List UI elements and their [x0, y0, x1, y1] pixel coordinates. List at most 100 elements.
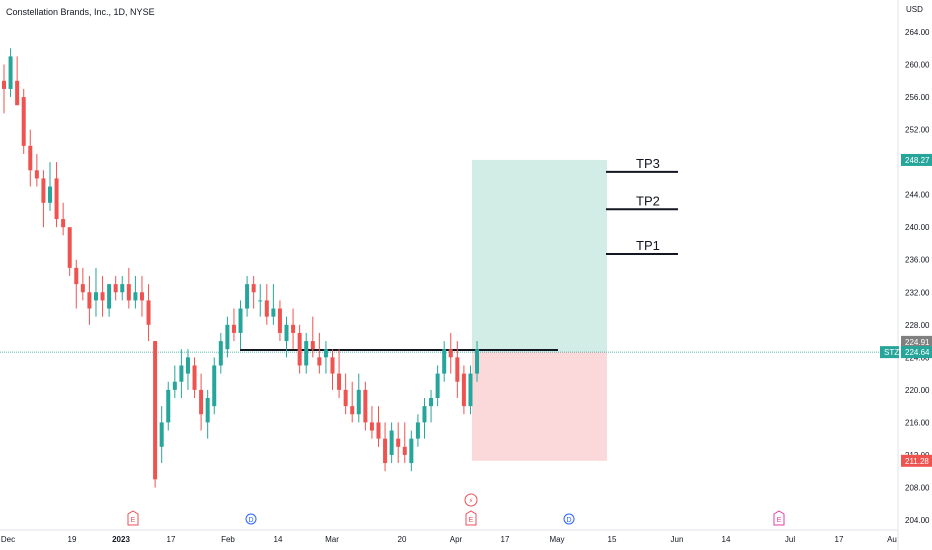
candle-body — [310, 341, 315, 350]
dividend-event-marker: D — [245, 513, 257, 525]
candle-body — [396, 438, 401, 447]
price-tick-label: 264.00 — [905, 28, 930, 37]
candle — [363, 381, 368, 431]
candle-body — [28, 145, 33, 171]
candle-body — [356, 389, 361, 415]
candle — [238, 300, 243, 350]
time-tick-label: Au — [887, 535, 897, 544]
candle — [442, 341, 447, 382]
candle-body — [87, 292, 92, 309]
candle — [100, 276, 105, 317]
dividend-label: D — [248, 517, 253, 524]
candle — [21, 88, 26, 154]
candle-body — [330, 357, 335, 374]
earnings-icon — [127, 510, 139, 526]
candle-body — [284, 324, 289, 342]
time-tick-label: Jun — [671, 535, 684, 544]
time-tick-label: 17 — [835, 535, 844, 544]
candle — [396, 422, 401, 464]
price-tick-label: 256.00 — [905, 93, 930, 102]
stop-zone — [472, 352, 607, 461]
candle-body — [133, 292, 138, 301]
candle-body — [304, 341, 309, 366]
candle — [212, 357, 217, 415]
candle — [323, 341, 328, 374]
earnings-icon — [773, 510, 785, 526]
candle — [435, 365, 440, 407]
candle — [461, 365, 466, 415]
time-tick-label: Mar — [325, 535, 339, 544]
candle-body — [323, 349, 328, 358]
candle-body — [218, 341, 223, 366]
candle-body — [199, 389, 204, 415]
candle — [185, 349, 190, 390]
ticker-tag-bg — [880, 346, 899, 359]
ticker-tag: STZ — [884, 348, 899, 357]
candle-body — [389, 430, 394, 455]
candle-body — [455, 357, 460, 382]
candle-body — [185, 357, 190, 374]
time-tick-label: 17 — [501, 535, 510, 544]
candle — [225, 316, 230, 358]
tp-price-tag-bg — [901, 153, 932, 166]
current-price-tag-bg — [901, 346, 932, 359]
candle-body — [297, 332, 302, 366]
candle — [179, 349, 184, 398]
stop-price-tag-bg — [901, 454, 932, 467]
candle-body — [402, 446, 407, 455]
price-tags: 248.27 211.28 224.91 STZ 224.64 — [880, 153, 932, 467]
candle-body — [337, 373, 342, 390]
earnings-label: E — [469, 517, 474, 524]
candle-body — [264, 300, 269, 317]
candle-body — [369, 422, 374, 431]
candle — [192, 357, 197, 398]
candle-body — [448, 349, 453, 358]
candle — [251, 276, 256, 309]
candle — [205, 389, 210, 439]
gray-price-tag: 224.91 — [905, 338, 930, 347]
candle — [2, 64, 6, 114]
event-markers: E D D E ⚡ E — [127, 493, 785, 526]
candle-body — [34, 170, 39, 179]
split-event-marker: ⚡ — [464, 493, 478, 507]
candle — [172, 365, 177, 398]
dividend-icon — [245, 513, 257, 525]
candle — [54, 162, 59, 228]
candle — [277, 300, 282, 342]
price-tick-label: 220.00 — [905, 386, 930, 395]
tp3-label: TP3 — [636, 156, 660, 171]
candle — [350, 381, 355, 423]
candle-body — [21, 97, 26, 146]
candle-body — [415, 422, 420, 439]
candle-body — [376, 422, 381, 439]
candle — [218, 332, 223, 374]
candle — [199, 373, 204, 431]
candle-body — [192, 365, 197, 390]
candle-body — [271, 308, 276, 317]
candle-body — [41, 178, 46, 203]
candle-body — [225, 324, 230, 350]
candlesticks — [2, 48, 480, 488]
candle-body — [126, 284, 131, 301]
price-tick-label: 204.00 — [905, 516, 930, 525]
candle — [264, 284, 269, 325]
position-zones — [472, 159, 607, 461]
candle-body — [409, 438, 414, 464]
candle-body — [317, 357, 322, 366]
candle-body — [8, 56, 13, 89]
candle — [166, 381, 171, 431]
dividend-label: D — [566, 517, 571, 524]
candle-body — [54, 178, 59, 220]
earnings-event-marker: E — [773, 510, 785, 526]
candle-body — [461, 373, 466, 407]
candle-body — [350, 406, 355, 415]
time-tick-label: 14 — [722, 535, 731, 544]
candle — [93, 267, 98, 317]
candle-body — [146, 300, 151, 325]
candle-body — [172, 381, 177, 390]
candle-body — [67, 227, 72, 268]
candle — [231, 308, 236, 342]
candle — [402, 422, 407, 464]
price-tick-label: 232.00 — [905, 288, 930, 297]
